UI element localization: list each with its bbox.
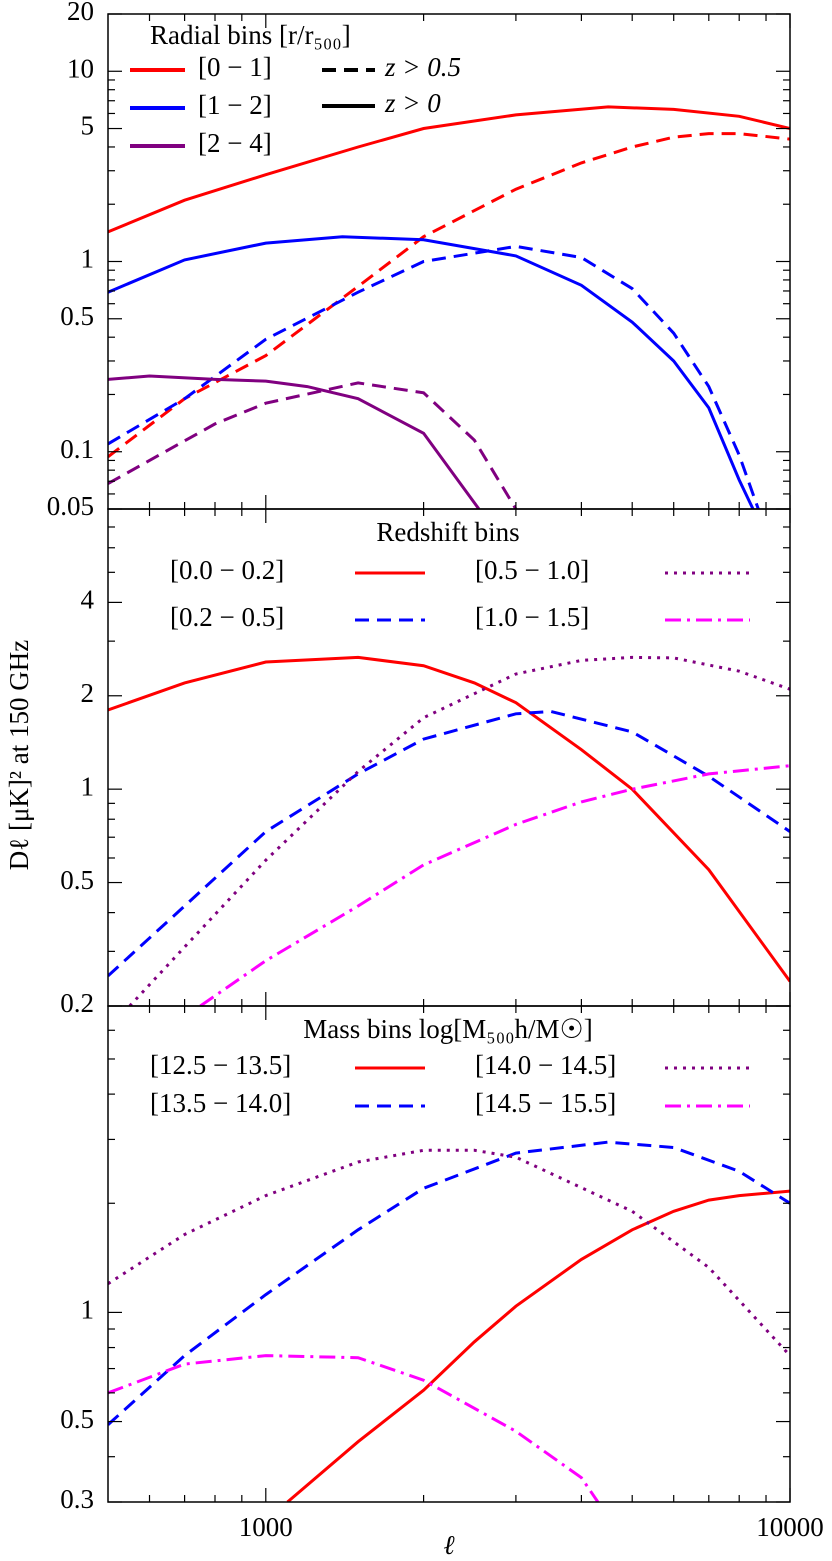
x-tick-label: 1000 <box>239 1512 293 1542</box>
y-tick-label: 0.3 <box>60 1484 94 1514</box>
plot-frame <box>107 13 791 510</box>
legend-label: z > 0 <box>384 88 441 118</box>
y-axis-label: Dℓ [μK]² at 150 GHz <box>4 640 34 870</box>
series-line <box>108 105 790 234</box>
x-tick-label: 10000 <box>756 1512 824 1542</box>
legend-label: [1.0 − 1.5] <box>475 602 589 632</box>
y-tick-label: 2 <box>81 678 95 708</box>
legend-label: [0.5 − 1.0] <box>475 555 589 585</box>
y-tick-label: 4 <box>81 585 95 615</box>
y-tick-label: 20 <box>67 0 94 26</box>
series-line <box>108 1148 790 1357</box>
legend-title: Mass bins log[M₅₀₀h/M☉] <box>303 1014 592 1044</box>
legend-label: [0 − 1] <box>198 52 272 82</box>
series-line <box>108 374 481 509</box>
legend-label: [1 − 2] <box>198 90 272 120</box>
x-axis-label: ℓ <box>443 1530 455 1560</box>
y-tick-label: 5 <box>81 111 95 141</box>
y-tick-label: 1 <box>81 771 95 801</box>
legend-label: [2 − 4] <box>198 128 272 158</box>
series-line <box>108 655 790 983</box>
series-line <box>128 655 790 1006</box>
series-line <box>286 1189 790 1502</box>
series-line <box>199 764 790 1006</box>
legend-label: [0.0 − 0.2] <box>170 555 284 585</box>
series-line <box>108 244 760 509</box>
y-tick-label: 0.2 <box>60 988 94 1018</box>
y-tick-label: 0.1 <box>60 434 94 464</box>
y-tick-label: 1 <box>81 244 95 274</box>
legend-label: [14.0 − 14.5] <box>475 1050 616 1080</box>
y-tick-label: 0.5 <box>60 1404 94 1434</box>
legend-title: Redshift bins <box>376 517 519 547</box>
series-line <box>108 709 790 978</box>
series-line <box>108 1140 790 1426</box>
legend-title: Radial bins [r/r₅₀₀] <box>150 20 351 50</box>
legend-label: [14.5 − 15.5] <box>475 1088 616 1118</box>
series-line <box>108 381 518 509</box>
legend-label: [13.5 − 14.0] <box>150 1088 291 1118</box>
y-tick-label: 0.05 <box>47 491 94 521</box>
legend-label: [0.2 − 0.5] <box>170 602 284 632</box>
legend-label: [12.5 − 13.5] <box>150 1050 291 1080</box>
series-line <box>108 235 755 509</box>
series-line <box>108 132 790 458</box>
y-tick-label: 0.5 <box>60 865 94 895</box>
y-tick-label: 1 <box>81 1295 95 1325</box>
series-line <box>108 1354 600 1502</box>
plot-frame <box>107 1005 791 1503</box>
y-tick-label: 0.5 <box>60 301 94 331</box>
legend-label: z > 0.5 <box>384 52 461 82</box>
y-tick-label: 10 <box>67 53 94 83</box>
